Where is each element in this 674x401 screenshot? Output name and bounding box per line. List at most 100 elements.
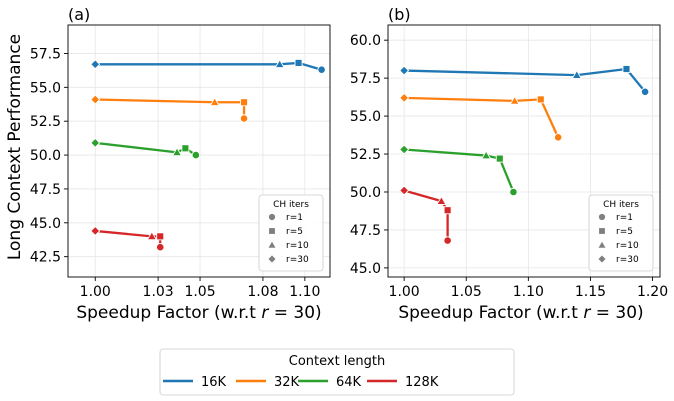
y-tick-label: 50.0: [350, 185, 381, 201]
panel-b: 1.00 1.05 1.10 1.15 1.20 45.0 47.5 50.0 52.5 55.0…: [350, 5, 668, 300]
legend-box: [159, 348, 515, 396]
data-point: [399, 65, 410, 76]
chart-panels: 1.00 1.03 1.05 1.08 1.10 42.5 45.0 47.5 50.0 52.5…: [30, 5, 668, 300]
y-tick-label: 50.0: [30, 148, 61, 164]
legend-marker-square: [268, 227, 276, 235]
data-point: [90, 94, 101, 105]
x-tick-label: 1.00: [80, 284, 111, 300]
data-point: [156, 243, 165, 252]
x-axis-label-a: Speedup Factor (w.r.t r = 30): [76, 303, 321, 323]
data-point: [294, 58, 303, 67]
panel-label: (b): [388, 5, 411, 24]
data-point: [191, 150, 201, 160]
legend-label: 32K: [274, 375, 300, 390]
data-point: [553, 133, 563, 142]
data-point: [90, 137, 101, 148]
legend-marker-diamond: [267, 254, 277, 264]
data-point: [436, 195, 447, 205]
y-tick-label: 52.5: [350, 147, 381, 163]
data-point: [209, 96, 220, 106]
data-point: [571, 69, 582, 79]
data-point: [509, 95, 520, 105]
series-line: [95, 98, 246, 119]
series-128K: [399, 185, 452, 245]
legend-label: r=30: [286, 255, 309, 265]
legend-label: r=10: [616, 241, 639, 251]
data-point: [240, 98, 249, 107]
y-tick-label: 55.0: [350, 109, 381, 125]
x-tick-label: 1.03: [143, 284, 174, 300]
legend-label: r=30: [616, 255, 639, 265]
y-tick-label: 47.5: [350, 223, 381, 239]
legend-box: [258, 194, 324, 272]
data-point: [495, 154, 504, 163]
series-128K: [90, 225, 165, 252]
y-tick-label: 57.5: [350, 71, 381, 87]
y-tick-label: 60.0: [350, 33, 381, 49]
y-tick-label: 55.0: [30, 80, 61, 96]
x-tick-label: 1.10: [513, 284, 544, 300]
series-line: [403, 189, 449, 241]
y-tick-label: 45.0: [350, 261, 381, 277]
plot-frame: [387, 24, 661, 278]
data-point: [622, 65, 631, 73]
y-tick-label: 57.5: [30, 46, 61, 62]
data-point: [509, 187, 518, 197]
data-point: [480, 150, 492, 160]
x-axis-label-b: Speedup Factor (w.r.t r = 30): [398, 303, 643, 323]
legend-label: 16K: [201, 375, 227, 390]
legend-label: r=10: [286, 241, 309, 251]
series-line: [95, 61, 322, 71]
legend-marker-triangle: [267, 239, 277, 249]
data-point: [171, 147, 183, 157]
y-tick-label: 47.5: [30, 182, 61, 198]
x-tick-label: 1.00: [389, 284, 420, 300]
panel-a: 1.00 1.03 1.05 1.08 1.10 42.5 45.0 47.5 50.0 52.5…: [30, 5, 331, 300]
legend-label: r=1: [286, 213, 303, 223]
legend-label: r=1: [616, 213, 633, 223]
data-point: [181, 144, 190, 153]
y-axis-label: Long Context Performance: [5, 34, 25, 260]
legend-label: 64K: [336, 375, 362, 390]
series-line: [404, 96, 560, 138]
legend-marker-triangle: [597, 239, 607, 249]
x-tick-label: 1.08: [247, 284, 278, 300]
data-point: [90, 59, 101, 70]
series-32K: [399, 92, 563, 142]
marker-legend: CH iters r=1 r=5 r=10 r=30: [258, 194, 324, 272]
legend-title: Context length: [289, 354, 386, 369]
data-point: [317, 65, 326, 74]
data-point: [640, 87, 650, 96]
data-point: [399, 92, 410, 103]
series-16K: [399, 65, 650, 96]
y-tick-label: 42.5: [30, 250, 61, 266]
data-point: [536, 95, 545, 104]
series-line: [95, 229, 162, 248]
series-line: [95, 141, 197, 157]
x-tick-label: 1.15: [575, 284, 606, 300]
data-point: [146, 231, 158, 241]
color-legend: Context length 16K 32K 64K 128K: [159, 348, 515, 396]
y-tick-label: 45.0: [30, 216, 61, 232]
legend-title: CH iters: [603, 200, 639, 210]
legend-box: [588, 194, 654, 272]
series-line: [404, 148, 515, 193]
data-point: [399, 144, 410, 155]
series-64K: [90, 137, 201, 160]
series-32K: [90, 94, 249, 123]
legend-marker-diamond: [597, 254, 607, 264]
marker-legend: CH iters r=1 r=5 r=10 r=30: [588, 194, 654, 272]
y-tick-label: 52.5: [30, 114, 61, 130]
legend-label: r=5: [616, 227, 633, 237]
legend-title: CH iters: [273, 200, 309, 210]
data-point: [156, 232, 165, 241]
x-tick-label: 1.05: [451, 284, 482, 300]
legend-marker-circle: [597, 212, 607, 222]
data-point: [239, 114, 249, 123]
series-64K: [399, 144, 518, 197]
panel-label: (a): [68, 5, 90, 24]
legend-marker-circle: [267, 212, 277, 222]
data-point: [274, 58, 285, 69]
data-point: [443, 206, 452, 215]
